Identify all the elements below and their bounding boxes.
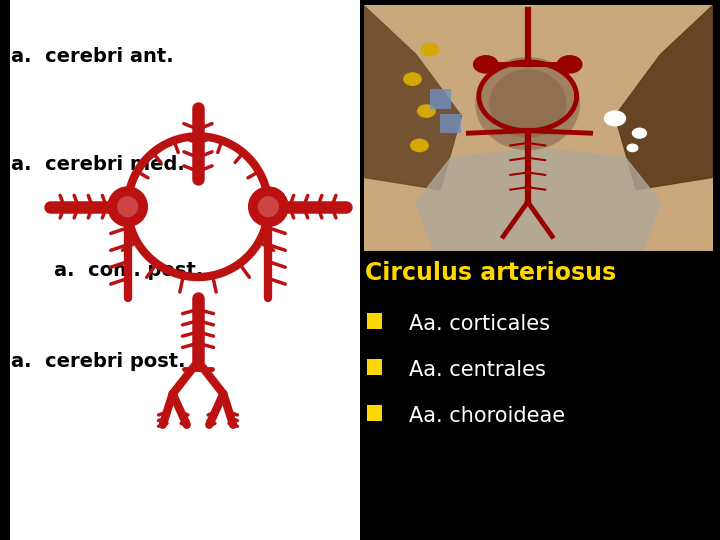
Circle shape: [404, 73, 421, 85]
Text: Aa. centrales: Aa. centrales: [409, 360, 546, 380]
Ellipse shape: [475, 57, 580, 150]
Bar: [441, 113, 462, 133]
Text: Aa. corticales: Aa. corticales: [409, 314, 550, 334]
Text: a.  cerebri post.: a. cerebri post.: [11, 352, 185, 372]
Text: a.  com. post.: a. com. post.: [54, 260, 203, 280]
Polygon shape: [364, 5, 462, 190]
Circle shape: [474, 56, 498, 73]
Circle shape: [248, 187, 288, 226]
Circle shape: [118, 197, 138, 217]
Circle shape: [557, 56, 582, 73]
Text: a.  cerebri ant.: a. cerebri ant.: [11, 47, 174, 66]
Circle shape: [632, 128, 647, 138]
Bar: [430, 89, 451, 109]
Text: Aa. choroideae: Aa. choroideae: [409, 406, 565, 426]
Bar: [367, 313, 382, 329]
Circle shape: [605, 111, 626, 126]
Circle shape: [421, 44, 438, 56]
Bar: [367, 359, 382, 375]
Polygon shape: [416, 148, 660, 251]
Circle shape: [108, 187, 148, 226]
Circle shape: [258, 197, 278, 217]
Ellipse shape: [490, 69, 566, 138]
Text: Circulus arteriosus: Circulus arteriosus: [365, 261, 616, 285]
Text: a.  cerebri med.: a. cerebri med.: [11, 155, 184, 174]
Circle shape: [627, 144, 638, 152]
Circle shape: [410, 139, 428, 152]
Bar: [367, 405, 382, 421]
Circle shape: [418, 105, 435, 117]
Polygon shape: [615, 5, 713, 190]
Bar: [10, 0, 360, 540]
